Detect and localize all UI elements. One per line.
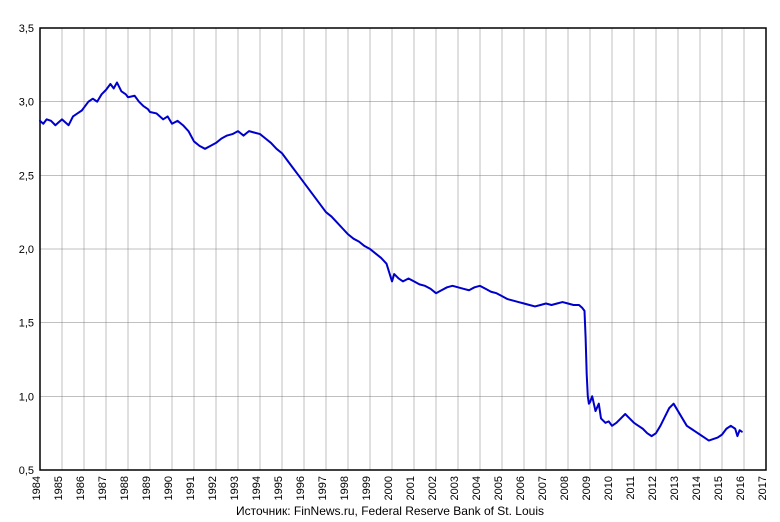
svg-text:1990: 1990 <box>163 476 175 500</box>
svg-text:2006: 2006 <box>515 476 527 500</box>
svg-text:2010: 2010 <box>603 476 615 500</box>
svg-text:1993: 1993 <box>229 476 241 500</box>
svg-text:2012: 2012 <box>647 476 659 500</box>
svg-text:2001: 2001 <box>405 476 417 500</box>
chart-caption: Источник: FinNews.ru, Federal Reserve Ba… <box>0 504 780 518</box>
svg-text:2016: 2016 <box>735 476 747 500</box>
chart-plot: 1984 1985 1986 1987 1988 1989 1990 1991 1992 1993… <box>0 0 780 522</box>
svg-text:2014: 2014 <box>691 476 703 500</box>
svg-text:3,0: 3,0 <box>19 97 34 109</box>
svg-text:1991: 1991 <box>185 476 197 500</box>
svg-text:1998: 1998 <box>339 476 351 500</box>
svg-text:1994: 1994 <box>251 476 263 500</box>
svg-text:2017: 2017 <box>757 476 769 500</box>
svg-text:1992: 1992 <box>207 476 219 500</box>
svg-text:2005: 2005 <box>493 476 505 500</box>
svg-text:2,5: 2,5 <box>19 170 34 182</box>
svg-text:1,5: 1,5 <box>19 318 34 330</box>
svg-text:2007: 2007 <box>537 476 549 500</box>
svg-text:2011: 2011 <box>625 476 637 500</box>
svg-text:1,0: 1,0 <box>19 391 34 403</box>
svg-text:1985: 1985 <box>53 476 65 500</box>
svg-text:1988: 1988 <box>119 476 131 500</box>
svg-text:2009: 2009 <box>581 476 593 500</box>
svg-text:2,0: 2,0 <box>19 244 34 256</box>
svg-text:1987: 1987 <box>97 476 109 500</box>
svg-text:1997: 1997 <box>317 476 329 500</box>
svg-text:2002: 2002 <box>427 476 439 500</box>
svg-text:2000: 2000 <box>383 476 395 500</box>
svg-text:3,5: 3,5 <box>19 23 34 35</box>
svg-text:1984: 1984 <box>31 476 43 500</box>
svg-text:2013: 2013 <box>669 476 681 500</box>
svg-text:1996: 1996 <box>295 476 307 500</box>
svg-text:0,5: 0,5 <box>19 465 34 477</box>
svg-text:1989: 1989 <box>141 476 153 500</box>
chart-container: M1 money multiplier 19841985198619871988… <box>0 0 780 522</box>
svg-text:1986: 1986 <box>75 476 87 500</box>
svg-text:1995: 1995 <box>273 476 285 500</box>
svg-text:2008: 2008 <box>559 476 571 500</box>
svg-text:2004: 2004 <box>471 476 483 500</box>
svg-text:1999: 1999 <box>361 476 373 500</box>
svg-text:2003: 2003 <box>449 476 461 500</box>
svg-text:2015: 2015 <box>713 476 725 500</box>
